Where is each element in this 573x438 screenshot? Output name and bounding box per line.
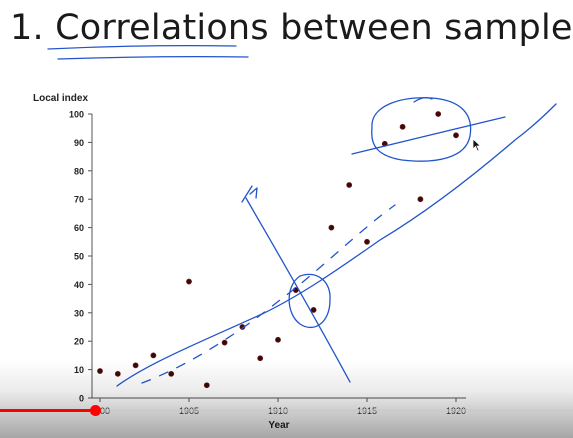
y-tick-label: 70 bbox=[74, 195, 84, 205]
data-point bbox=[400, 124, 405, 129]
data-point bbox=[329, 225, 334, 230]
ink-dashed-trend bbox=[142, 205, 395, 383]
data-point bbox=[347, 182, 352, 187]
y-tick-label: 20 bbox=[74, 337, 84, 347]
data-point bbox=[275, 337, 280, 342]
y-tick-label: 100 bbox=[69, 110, 84, 120]
x-axis-label: Year bbox=[268, 420, 289, 431]
data-point bbox=[204, 383, 209, 388]
ink-title-underline-1 bbox=[48, 46, 236, 49]
y-tick-label: 40 bbox=[74, 280, 84, 290]
data-point bbox=[222, 340, 227, 345]
y-tick-label: 10 bbox=[74, 365, 84, 375]
y-tick-label: 50 bbox=[74, 252, 84, 262]
ink-top-line bbox=[352, 117, 505, 154]
data-point bbox=[115, 371, 120, 376]
video-progress-played bbox=[0, 409, 95, 412]
data-point bbox=[258, 356, 263, 361]
data-point bbox=[97, 368, 102, 373]
data-point bbox=[418, 197, 423, 202]
ink-arrow-head bbox=[242, 186, 257, 202]
data-point bbox=[364, 239, 369, 244]
data-point bbox=[133, 363, 138, 368]
video-progress-bar[interactable] bbox=[0, 409, 573, 412]
pen-annotations bbox=[48, 46, 556, 386]
data-point bbox=[151, 353, 156, 358]
plot-ticks: 0102030405060708090100190019051910191519… bbox=[69, 110, 466, 417]
y-tick-label: 30 bbox=[74, 308, 84, 318]
y-tick-label: 60 bbox=[74, 223, 84, 233]
y-tick-label: 80 bbox=[74, 166, 84, 176]
y-tick-label: 0 bbox=[79, 394, 84, 404]
data-point bbox=[453, 133, 458, 138]
y-tick-label: 90 bbox=[74, 138, 84, 148]
data-point bbox=[436, 111, 441, 116]
video-scrubber-handle[interactable] bbox=[90, 405, 101, 416]
y-axis-label: Local index bbox=[33, 93, 88, 104]
data-point bbox=[169, 371, 174, 376]
data-point bbox=[186, 279, 191, 284]
mouse-pointer-icon bbox=[472, 138, 482, 152]
plot-points bbox=[97, 111, 458, 387]
ink-trend-curve bbox=[117, 104, 556, 386]
ink-title-underline-2 bbox=[58, 57, 248, 59]
